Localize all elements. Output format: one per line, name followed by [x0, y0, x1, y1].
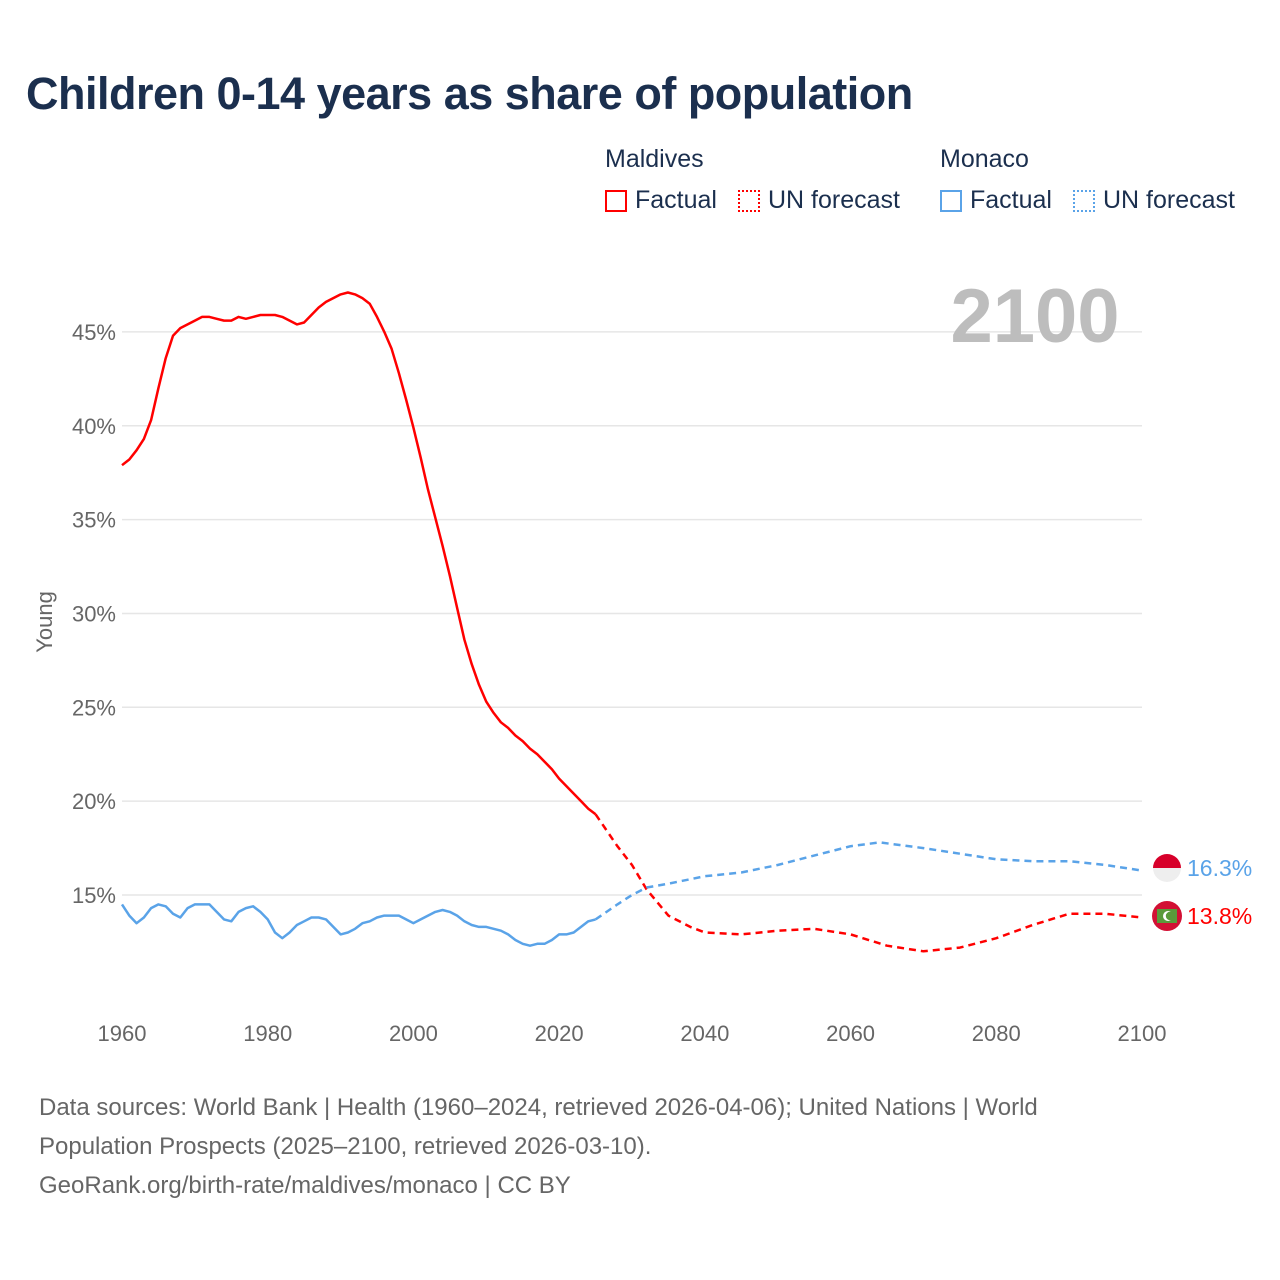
monaco-end-label: 16.3%: [1187, 855, 1252, 881]
x-tick-label: 1960: [98, 1021, 147, 1046]
y-tick-label: 40%: [72, 414, 116, 439]
x-tick-label: 2080: [972, 1021, 1021, 1046]
y-axis-label: Young: [32, 591, 57, 653]
legend-monaco-forecast[interactable]: UN forecast: [1073, 186, 1235, 215]
legend-label: UN forecast: [768, 186, 900, 214]
line-chart: 15% 20% 25% 30% 35% 40% 45% 1960 1980 2000 2020 204…: [32, 274, 1252, 1046]
y-tick-label: 35%: [72, 508, 116, 533]
legend-swatch-solid: [940, 189, 962, 212]
y-tick-label: 20%: [72, 789, 116, 814]
legend-label: Factual: [970, 186, 1052, 214]
y-tick-label: 30%: [72, 601, 116, 626]
monaco-forecast-line[interactable]: [594, 841, 1143, 921]
footer-line: Data sources: World Bank | Health (1960–…: [39, 1094, 1038, 1121]
x-tick-label: 1980: [243, 1021, 292, 1046]
maldives-flag-icon: [1152, 901, 1182, 931]
legend-label: Factual: [635, 186, 717, 214]
monaco-factual-line[interactable]: [120, 903, 596, 947]
y-tick-label: 45%: [72, 320, 116, 345]
footer-link[interactable]: GeoRank.org/birth-rate/maldives/monaco |…: [39, 1172, 571, 1199]
legend-monaco-factual[interactable]: Factual: [940, 186, 1052, 215]
x-tick-label: 2060: [826, 1021, 875, 1046]
maldives-factual-line[interactable]: [121, 291, 597, 816]
legend-swatch-dotted: [738, 189, 760, 212]
footer-line: Population Prospects (2025–2100, retriev…: [39, 1133, 652, 1160]
year-watermark: 2100: [950, 274, 1119, 359]
x-tick-label: 2000: [389, 1021, 438, 1046]
x-tick-label: 2040: [680, 1021, 729, 1046]
footer-sources: Data sources: World Bank | Health (1960–…: [39, 1088, 1239, 1205]
y-tick-label: 15%: [72, 883, 116, 908]
maldives-forecast-line[interactable]: [594, 813, 1143, 953]
legend-group-monaco: Monaco: [940, 145, 1029, 173]
x-tick-label: 2020: [535, 1021, 584, 1046]
legend-group-maldives: Maldives: [605, 145, 704, 173]
legend-swatch-solid: [605, 189, 627, 212]
chart-title: Children 0-14 years as share of populati…: [26, 68, 913, 119]
legend-maldives-factual[interactable]: Factual: [605, 186, 717, 215]
legend-maldives-forecast[interactable]: UN forecast: [738, 186, 900, 215]
maldives-end-label: 13.8%: [1187, 903, 1252, 929]
y-tick-label: 25%: [72, 695, 116, 720]
legend-swatch-dotted: [1073, 189, 1095, 212]
monaco-flag-icon: [1153, 854, 1181, 882]
x-tick-label: 2100: [1118, 1021, 1167, 1046]
legend-label: UN forecast: [1103, 186, 1235, 214]
